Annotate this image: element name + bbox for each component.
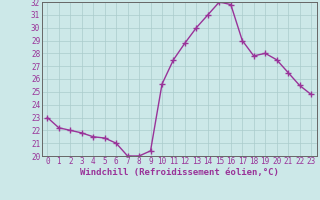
X-axis label: Windchill (Refroidissement éolien,°C): Windchill (Refroidissement éolien,°C) — [80, 168, 279, 177]
